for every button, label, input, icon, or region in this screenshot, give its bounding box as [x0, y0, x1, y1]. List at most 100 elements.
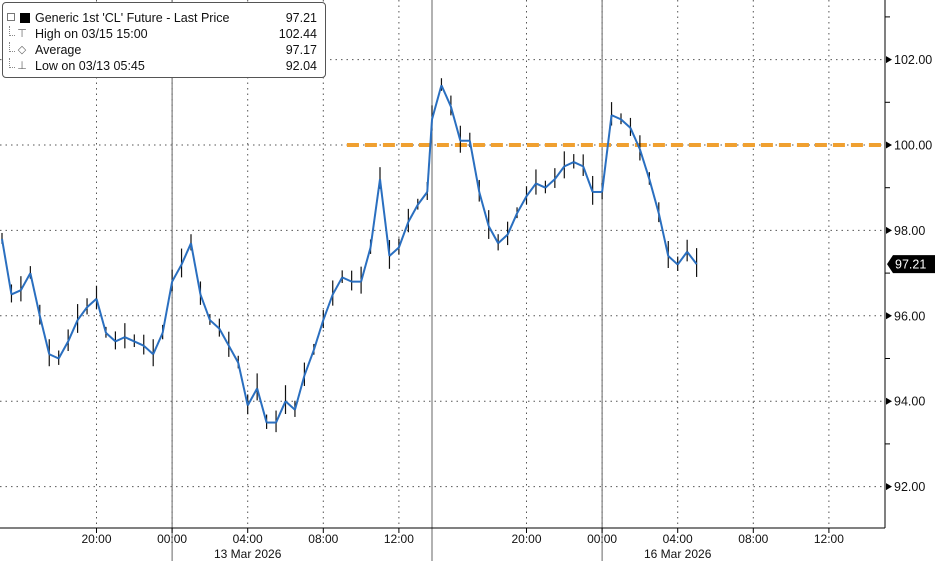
price-segment — [648, 178, 660, 214]
price-segment — [38, 315, 51, 355]
y-tick-label: 102.00 — [894, 53, 932, 67]
price-segment — [620, 118, 632, 129]
legend-item-high[interactable]: ⊤ High on 03/15 15:00 102.44 — [9, 26, 317, 42]
x-tick-label: 12:00 — [384, 532, 414, 546]
series-swatch-icon — [20, 13, 30, 23]
price-segment — [601, 114, 613, 193]
price-segment — [143, 344, 154, 355]
price-segment — [506, 212, 518, 236]
price-segment — [105, 332, 117, 343]
price-segment — [161, 281, 174, 334]
price-segment — [667, 255, 679, 266]
legend-item-low[interactable]: ⊥ Low on 03/13 05:45 92.04 — [9, 58, 317, 74]
legend-value: 97.17 — [285, 43, 317, 57]
price-segment — [535, 182, 546, 189]
x-tick-label: 00:00 — [157, 532, 187, 546]
y-tick-label: 96.00 — [894, 309, 925, 323]
price-segment — [190, 243, 202, 295]
price-segment — [516, 195, 528, 214]
price-segment — [246, 387, 259, 406]
price-segment — [114, 336, 126, 343]
last-price-tag — [887, 255, 935, 274]
price-segment — [322, 294, 334, 321]
price-segment — [657, 213, 670, 257]
price-segment — [124, 336, 135, 343]
price-segment — [397, 221, 410, 248]
price-segment — [341, 276, 353, 283]
price-segment — [407, 204, 419, 223]
tick-arrow-icon — [886, 226, 892, 234]
price-segment — [284, 400, 296, 411]
y-tick-label: 100.00 — [894, 139, 932, 153]
x-tick-label: 04:00 — [233, 532, 263, 546]
price-segment — [388, 246, 400, 257]
collapse-icon[interactable] — [7, 13, 15, 21]
price-segment — [544, 178, 556, 189]
price-segment — [554, 165, 566, 180]
price-segment — [95, 298, 107, 334]
price-segment — [199, 294, 211, 321]
price-segment — [416, 191, 429, 206]
x-tick-label: 04:00 — [663, 532, 693, 546]
legend-label: Generic 1st 'CL' Future - Last Price — [35, 11, 230, 25]
legend-item-average[interactable]: ◇ Average 97.17 — [9, 42, 317, 58]
legend-label: Low on 03/13 05:45 — [35, 59, 145, 73]
price-segment — [426, 119, 433, 193]
price-segment — [611, 114, 622, 121]
price-segment — [209, 319, 221, 330]
tick-arrow-icon — [886, 397, 892, 405]
y-tick-label: 92.00 — [894, 480, 925, 494]
legend-item-last-price[interactable]: Generic 1st 'CL' Future - Last Price 97.… — [7, 10, 317, 26]
tick-arrow-icon — [886, 56, 892, 64]
price-segment — [686, 251, 698, 265]
price-segment — [563, 161, 575, 168]
legend: Generic 1st 'CL' Future - Last Price 97.… — [2, 2, 326, 78]
legend-label: Average — [35, 43, 82, 57]
tick-arrow-icon — [886, 312, 892, 320]
price-segment — [431, 84, 443, 120]
price-segment — [86, 297, 98, 309]
price-segment — [360, 247, 372, 282]
price-segment — [76, 306, 88, 321]
high-marker-icon: ⊤ — [17, 28, 27, 40]
price-segment — [369, 179, 381, 248]
x-date-label: 16 Mar 2026 — [644, 547, 712, 561]
x-tick-label: 00:00 — [587, 532, 617, 546]
price-segment — [227, 345, 240, 364]
x-tick-label: 12:00 — [814, 532, 844, 546]
tick-arrow-icon — [886, 141, 892, 149]
low-marker-icon: ⊥ — [17, 60, 27, 72]
last-price-label: 97.21 — [895, 258, 926, 272]
price-segment — [676, 251, 688, 266]
price-segment — [180, 242, 192, 265]
legend-value: 97.21 — [285, 11, 317, 25]
price-segment — [573, 161, 584, 168]
price-segment — [171, 264, 183, 283]
price-segment — [379, 179, 391, 257]
price-series — [1, 78, 698, 433]
price-segment — [303, 349, 315, 376]
price-segment — [1, 238, 13, 295]
x-tick-label: 20:00 — [511, 532, 541, 546]
price-segment — [478, 191, 490, 227]
tree-connector — [9, 26, 15, 36]
price-segment — [237, 362, 249, 406]
legend-value: 102.44 — [278, 27, 317, 41]
average-marker-icon: ◇ — [17, 44, 27, 56]
legend-value: 92.04 — [285, 59, 317, 73]
grid — [0, 0, 885, 561]
price-segment — [293, 375, 306, 411]
price-segment — [440, 84, 452, 107]
price-segment — [218, 328, 230, 347]
price-segment — [525, 182, 537, 197]
price-segment — [256, 388, 268, 423]
price-segment — [11, 289, 22, 296]
price-segment — [331, 276, 344, 295]
price-segment — [449, 106, 462, 141]
x-tick-label: 08:00 — [308, 532, 338, 546]
price-segment — [312, 319, 325, 351]
price-segment — [497, 233, 509, 244]
legend-label: High on 03/15 15:00 — [35, 27, 148, 41]
price-segment — [133, 340, 145, 347]
